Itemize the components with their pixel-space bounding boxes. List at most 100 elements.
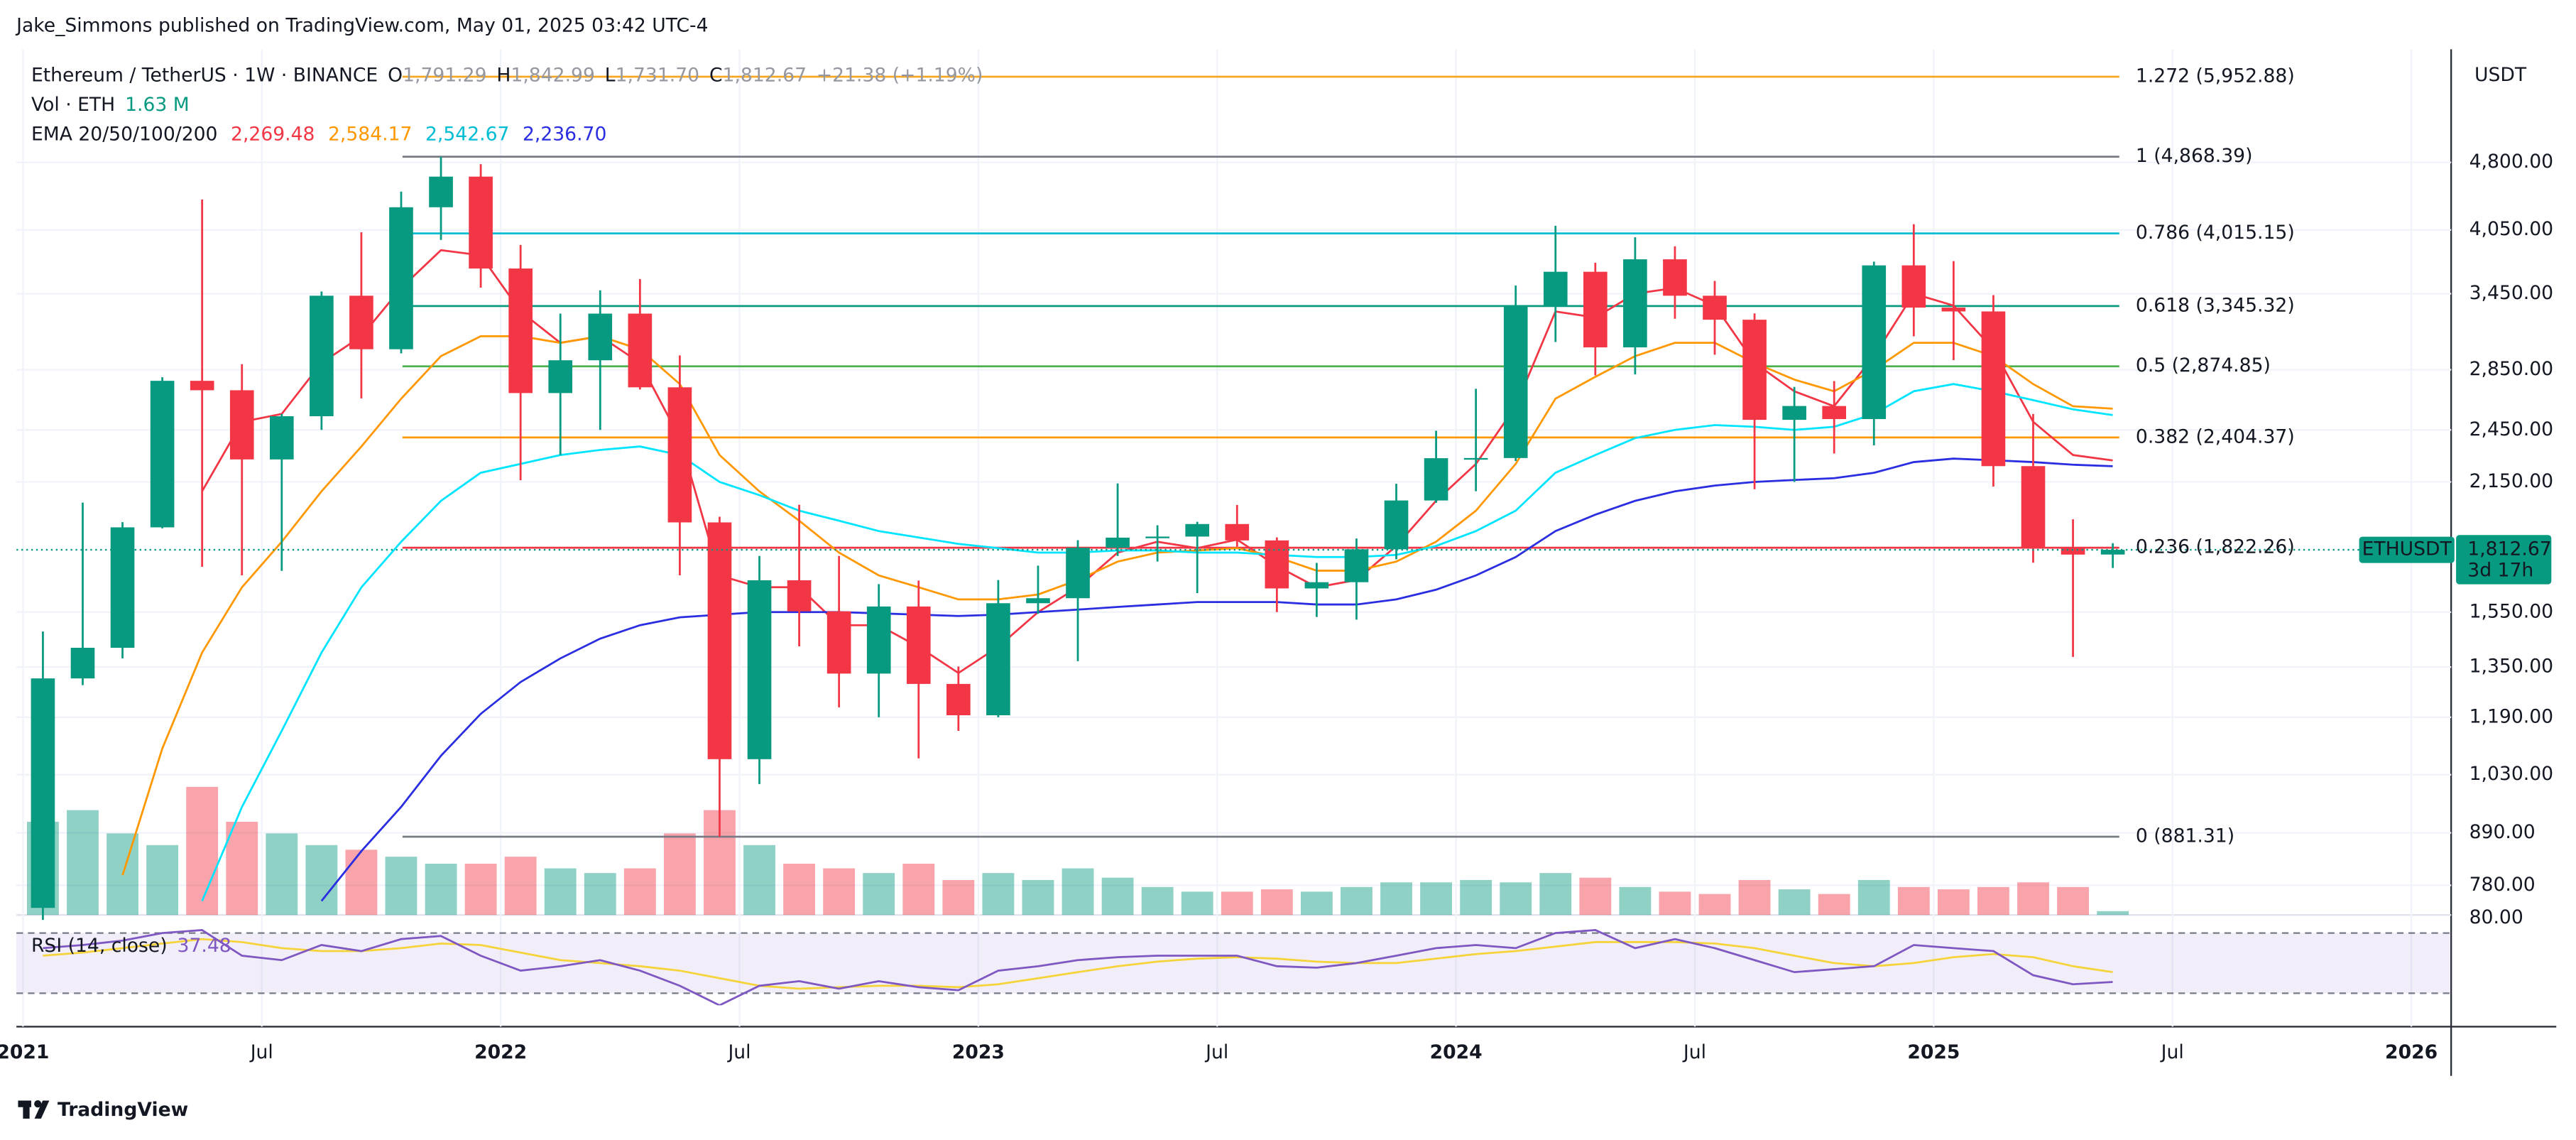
candle-body	[946, 683, 971, 715]
y-tick-label: 1,190.00	[2469, 705, 2553, 727]
volume-bar	[1818, 894, 1850, 916]
x-tick-label: 2022	[474, 1041, 527, 1063]
x-tick-label: 2026	[2385, 1041, 2438, 1063]
rsi-value: 37.48	[178, 935, 231, 957]
y-tick-label: 1,550.00	[2469, 600, 2553, 622]
candle-body	[707, 522, 732, 759]
price-tag-bg	[2456, 535, 2552, 585]
candle-body	[349, 295, 373, 349]
ohlc-value: 1,842.99	[511, 64, 594, 86]
x-tick-label: 2023	[952, 1041, 1005, 1063]
y-tick-label: 4,050.00	[2469, 218, 2553, 240]
candle-body	[190, 381, 214, 391]
rsi-tick-label: 80.00	[2469, 906, 2523, 928]
ema-value: 2,584.17	[328, 123, 412, 145]
ohlc-value: 1,731.70	[616, 64, 699, 86]
candle-body	[1304, 582, 1329, 589]
candle-body	[310, 295, 334, 416]
volume-bar	[1500, 882, 1532, 916]
candle-body	[1901, 265, 1926, 308]
price-tag-countdown: 3d 17h	[2467, 560, 2533, 582]
candle-body	[150, 381, 175, 528]
candle-body	[389, 207, 413, 349]
volume-bar	[266, 833, 298, 916]
ohlc-label: H	[496, 64, 511, 86]
volume-bar	[345, 849, 378, 916]
volume-bar	[623, 868, 656, 916]
price-tag-symbol: ETHUSDT	[2362, 538, 2452, 560]
fib-label: 0 (881.31)	[2136, 825, 2234, 847]
volume-bar	[425, 864, 457, 916]
rsi-band	[16, 933, 2452, 994]
candle-body	[1185, 523, 1210, 537]
x-tick-label: Jul	[726, 1041, 751, 1063]
candle-body	[628, 313, 653, 388]
fib-label: 0.382 (2,404.37)	[2136, 425, 2295, 447]
candle-body	[1862, 265, 1887, 419]
volume-bar	[823, 868, 856, 916]
volume-bar	[504, 857, 537, 916]
x-tick-label: Jul	[2160, 1041, 2184, 1063]
volume-bar	[544, 868, 577, 916]
rsi-ma	[43, 938, 2113, 990]
attribution: Jake_Simmons published on TradingView.co…	[15, 15, 708, 37]
ohlc-label: C	[709, 64, 723, 86]
rsi-line	[43, 929, 2113, 1006]
x-tick-label: Jul	[1204, 1041, 1228, 1063]
legend-rsi: RSI (14, close) 37.48	[31, 935, 231, 957]
volume-bar	[1380, 882, 1412, 916]
volume-bar	[1341, 886, 1372, 916]
rsi-label: RSI (14, close)	[31, 935, 168, 957]
y-tick-label: 1,350.00	[2469, 656, 2553, 678]
volume-bar	[1460, 879, 1492, 916]
volume-bar	[783, 864, 816, 916]
candle-body	[1703, 295, 1727, 320]
volume-bar	[1061, 868, 1094, 916]
ema-value: 2,269.48	[231, 123, 315, 145]
volume-bar	[2057, 886, 2089, 916]
ema-value: 2,542.67	[425, 123, 509, 145]
y-tick-label: 2,850.00	[2469, 358, 2553, 380]
ohlc-label: L	[605, 64, 616, 86]
candle-body	[1344, 549, 1369, 582]
volume-bar	[1857, 879, 1890, 916]
candle-body	[588, 313, 613, 361]
candle-body	[667, 387, 692, 523]
volume-bar	[902, 864, 935, 916]
volume-bar	[1698, 894, 1731, 916]
candle-body	[1106, 537, 1130, 548]
candle-body	[1583, 271, 1608, 348]
volume-bar	[1579, 877, 1612, 916]
volume-label: Vol · ETH	[31, 94, 115, 116]
currency: USDT	[2474, 64, 2527, 86]
candle-body	[1424, 458, 1448, 501]
ema-line	[320, 457, 2113, 902]
overlay: 4,800.00 4,050.00 3,450.00 2,850.00 2,450.00…	[2136, 65, 2553, 928]
legend-volume: Vol · ETH 1.63 M	[31, 94, 190, 116]
volume-bar	[226, 821, 258, 916]
fib-label: 1 (4,868.39)	[2136, 145, 2253, 167]
candle-body	[1623, 259, 1647, 348]
candle-body	[1066, 548, 1090, 599]
volume-bar	[464, 864, 497, 916]
volume-bar	[1778, 889, 1811, 916]
change: +21.38 (+1.19%)	[817, 64, 983, 86]
candle-body	[1663, 259, 1687, 296]
x-tick-label: Jul	[1682, 1041, 1706, 1063]
fib-label: 0.5 (2,874.85)	[2136, 354, 2271, 376]
volume-bar	[1977, 886, 2009, 916]
candle-body	[1265, 540, 1289, 589]
candle-body	[2061, 548, 2085, 555]
ema-line	[201, 249, 2113, 675]
ohlc-value: 1,791.29	[403, 64, 486, 86]
volume-bar	[663, 833, 696, 916]
ema-line	[121, 335, 2113, 876]
volume-bar	[1022, 879, 1054, 916]
x-tick-label: 2021	[0, 1041, 49, 1063]
x-tick-label: 2025	[1907, 1041, 1960, 1063]
candle-body	[1543, 271, 1568, 307]
volume-bar	[1260, 889, 1293, 916]
candle-body	[866, 606, 891, 674]
volume-bar	[146, 845, 179, 916]
